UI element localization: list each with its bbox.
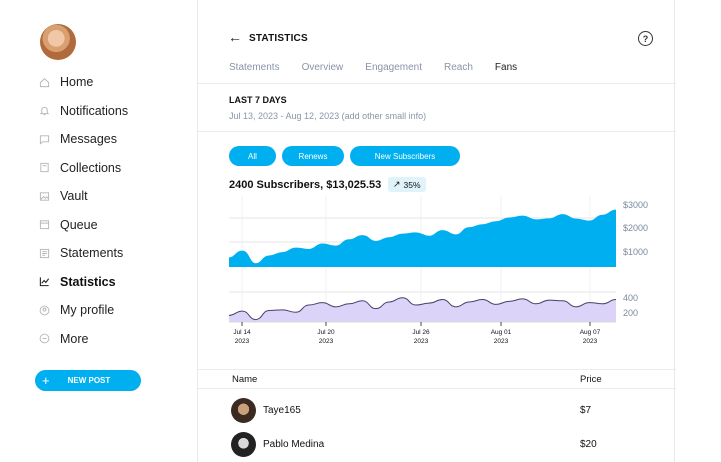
sidebar-item-notifications[interactable]: Notifications — [38, 97, 128, 126]
more-icon — [38, 333, 50, 345]
y-tick-label: 400 — [623, 293, 638, 303]
earnings-area — [229, 210, 616, 267]
sidebar-item-label: Vault — [60, 189, 88, 204]
sidebar-item-label: Statements — [60, 246, 124, 261]
x-tick-year: 2023 — [414, 338, 429, 345]
bookmark-icon — [38, 162, 50, 174]
plus-icon: + — [42, 373, 50, 388]
user-name: Taye165 — [263, 405, 301, 416]
statistics-chart: $3000 $2000 $1000 400 200 Jul 14 2023 Jul 20 202… — [228, 196, 648, 345]
sidebar: Home Notifications Messages Collections … — [0, 0, 198, 462]
y-tick-label: 200 — [623, 308, 638, 318]
y-tick-label: $3000 — [623, 200, 648, 210]
x-tick-year: 2023 — [319, 338, 334, 345]
bell-icon — [38, 105, 50, 117]
sidebar-item-messages[interactable]: Messages — [38, 125, 128, 154]
subscribers-line — [228, 297, 617, 321]
main-panel: ← STATISTICS ? Statements Overview Engag… — [197, 0, 676, 462]
new-post-button[interactable]: + NEW POST — [35, 370, 141, 391]
sidebar-item-statements[interactable]: Statements — [38, 239, 128, 268]
tab-overview[interactable]: Overview — [301, 62, 344, 73]
sidebar-item-label: Statistics — [60, 274, 116, 289]
filter-new-subscribers-button[interactable]: New Subscribers — [350, 146, 460, 166]
change-badge: ↗ 35% — [388, 177, 426, 192]
tab-fans[interactable]: Fans — [494, 62, 518, 73]
sidebar-item-label: Queue — [60, 217, 98, 232]
divider — [198, 388, 676, 389]
x-tick-label: Jul 14 — [233, 329, 251, 336]
sidebar-item-more[interactable]: More — [38, 325, 128, 354]
y-tick-label: $1000 — [623, 247, 648, 257]
divider — [198, 131, 676, 132]
sidebar-item-statistics[interactable]: Statistics — [38, 268, 128, 297]
page-title: STATISTICS — [249, 33, 308, 44]
tab-reach[interactable]: Reach — [444, 62, 473, 73]
y-tick-label: $2000 — [623, 223, 648, 233]
sidebar-item-collections[interactable]: Collections — [38, 154, 128, 183]
x-tick-year: 2023 — [494, 338, 509, 345]
sidebar-item-label: Notifications — [60, 103, 129, 118]
x-tick-year: 2023 — [235, 338, 250, 345]
divider — [198, 83, 676, 84]
period-title: LAST 7 DAYS — [229, 95, 287, 105]
message-icon — [38, 133, 50, 145]
subscribers-area — [229, 297, 616, 322]
image-icon — [38, 190, 50, 202]
sidebar-item-label: My profile — [60, 303, 115, 318]
sidebar-item-my-profile[interactable]: My profile — [38, 296, 128, 325]
divider — [198, 369, 676, 370]
earnings-line — [228, 209, 617, 265]
back-arrow-icon[interactable]: ← — [228, 29, 242, 45]
change-value: 35% — [403, 179, 421, 190]
user-price: $7 — [580, 405, 592, 416]
avatar[interactable] — [40, 24, 76, 60]
x-tick-label: Jul 20 — [317, 329, 335, 336]
sidebar-item-home[interactable]: Home — [38, 68, 128, 97]
sidebar-item-vault[interactable]: Vault — [38, 182, 128, 211]
table-header: Name Price — [198, 371, 676, 389]
sidebar-item-label: Messages — [60, 132, 117, 147]
sidebar-item-label: More — [60, 331, 89, 346]
filter-all-button[interactable]: All — [229, 146, 276, 166]
tab-statements[interactable]: Statements — [229, 62, 280, 73]
sidebar-nav: Home Notifications Messages Collections … — [38, 68, 128, 353]
arrow-up-right-icon: ↗ — [393, 179, 401, 189]
user-name: Pablo Medina — [263, 439, 325, 450]
avatar — [231, 398, 256, 423]
sidebar-item-queue[interactable]: Queue — [38, 211, 128, 240]
sidebar-item-label: Collections — [60, 160, 122, 175]
filter-renews-button[interactable]: Renews — [282, 146, 344, 166]
page-header: ← STATISTICS ? — [198, 28, 676, 50]
tab-bar: Statements Overview Engagement Reach Fan… — [229, 62, 539, 73]
new-post-label: NEW POST — [67, 376, 111, 385]
summary-text: 2400 Subscribers, $13,025.53 — [229, 179, 382, 191]
filter-group: All Renews New Subscribers — [229, 146, 466, 166]
x-tick-label: Aug 07 — [580, 329, 601, 336]
calendar-icon — [38, 219, 50, 231]
chart-icon — [38, 276, 50, 288]
avatar — [231, 432, 256, 457]
user-icon — [38, 304, 50, 316]
tab-engagement[interactable]: Engagement — [365, 62, 422, 73]
period-range: Jul 13, 2023 - Aug 12, 2023 (add other s… — [229, 111, 427, 121]
column-name-header: Name — [232, 374, 258, 385]
x-tick-year: 2023 — [583, 338, 598, 345]
statement-icon — [38, 247, 50, 259]
table-row[interactable]: Pablo Medina $20 — [198, 428, 676, 460]
home-icon — [38, 76, 50, 88]
x-tick-label: Aug 01 — [491, 329, 512, 336]
help-icon[interactable]: ? — [638, 31, 653, 46]
user-price: $20 — [580, 439, 597, 450]
x-tick-label: Jul 26 — [412, 329, 430, 336]
column-price-header: Price — [580, 374, 602, 385]
sidebar-item-label: Home — [60, 75, 94, 90]
table-row[interactable]: Taye165 $7 — [198, 394, 676, 426]
